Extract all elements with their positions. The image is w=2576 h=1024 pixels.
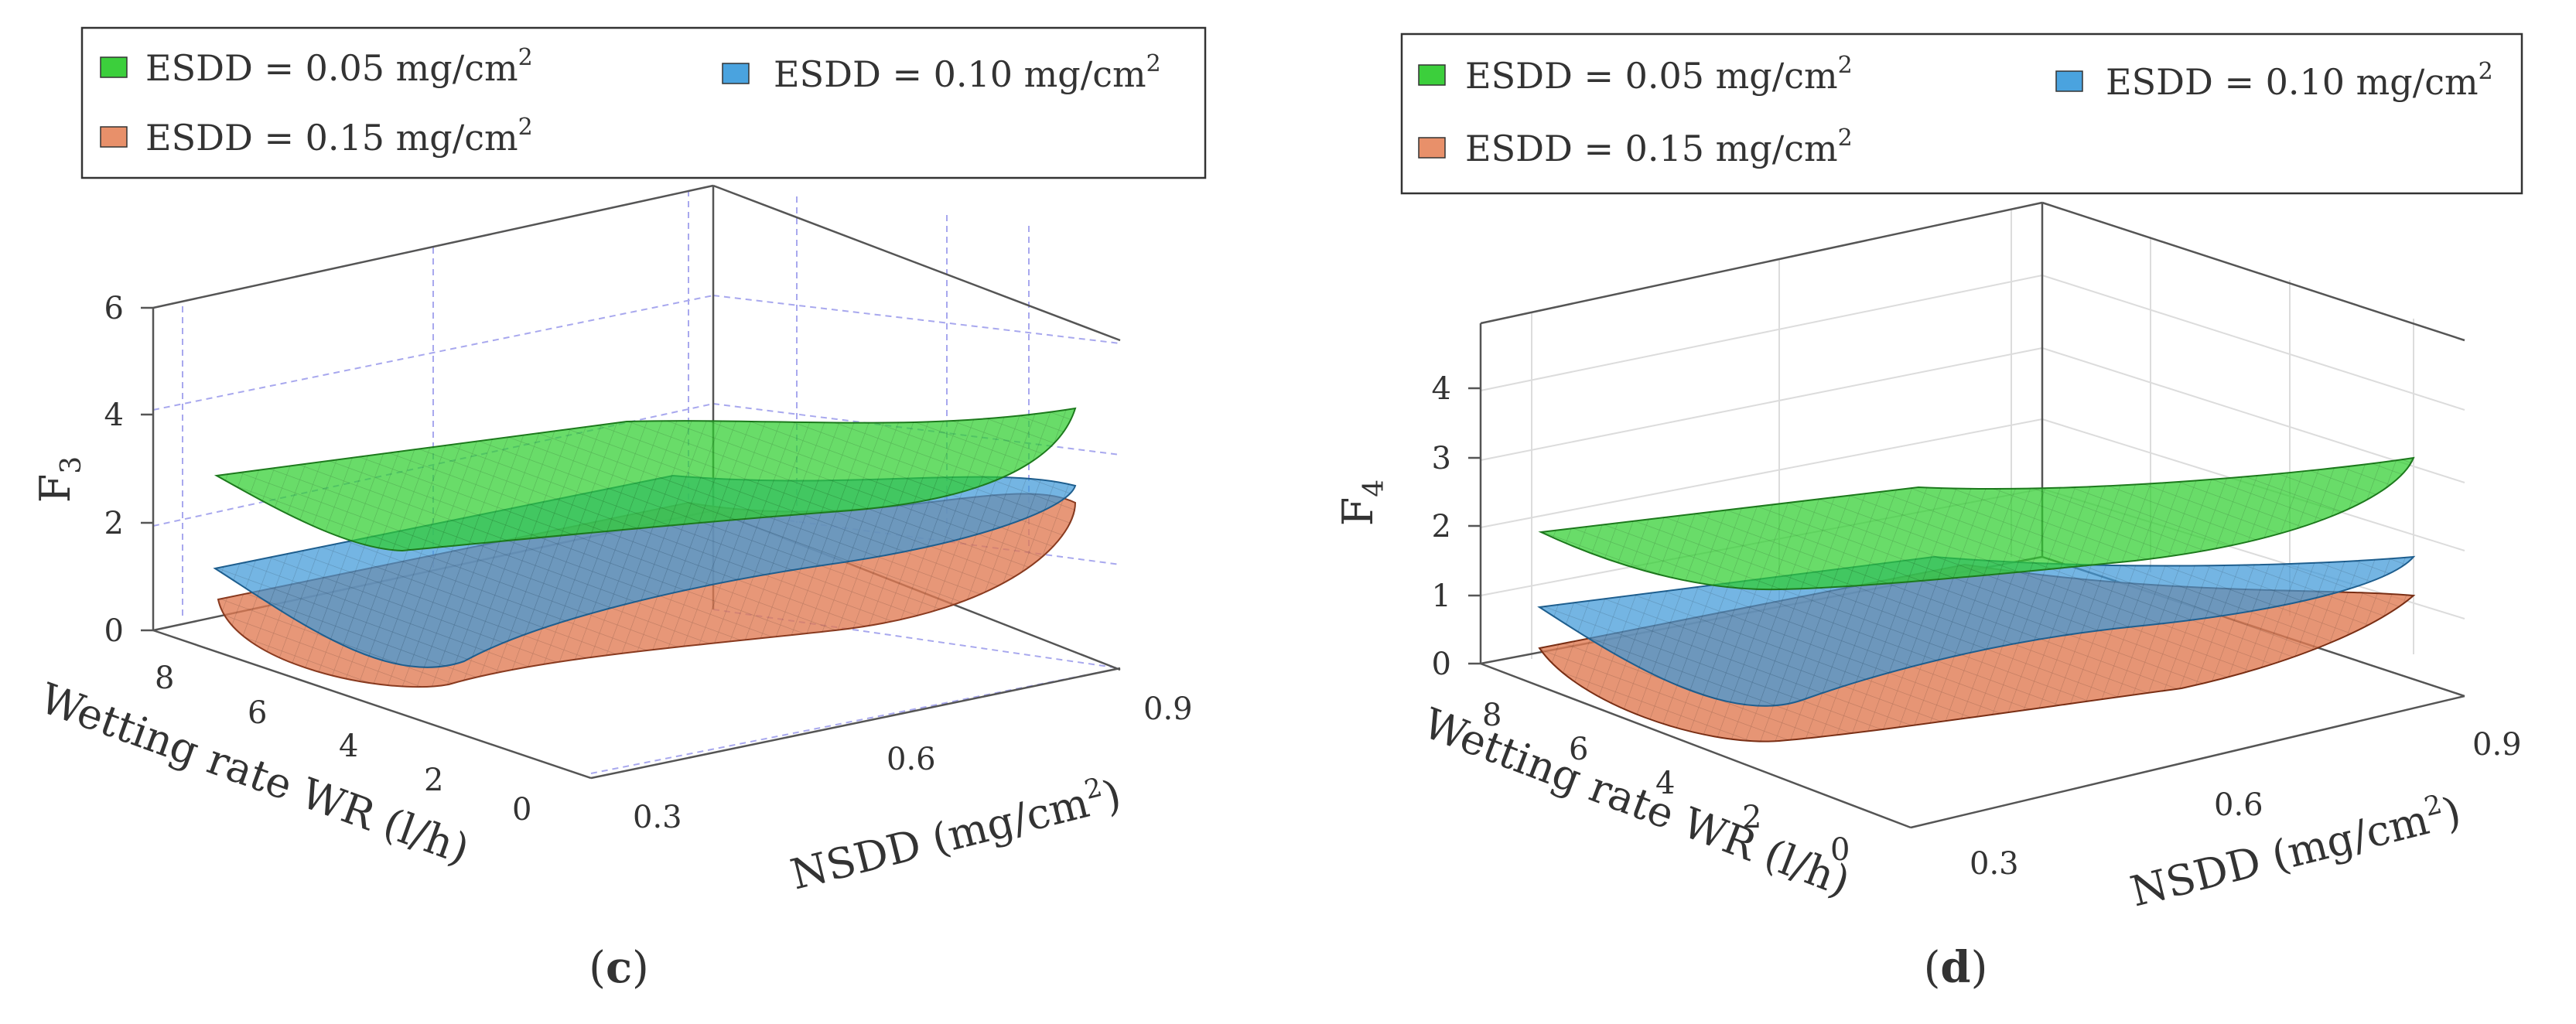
- legend-sup: 2: [2479, 58, 2493, 85]
- legend-entry: ESDD = 0.15 mg/cm2: [1465, 125, 1853, 169]
- legend-swatch: [1418, 137, 1446, 159]
- z-tick: 3: [1432, 441, 1451, 476]
- x-tick: 2: [424, 763, 443, 798]
- panel-c: 6 4 2 0 F3 8 6 4 2 0 Wetting rate WR (l/…: [31, 26, 1207, 993]
- legend-label: ESDD = 0.05 mg/cm: [1465, 55, 1838, 97]
- panel-d-legend: ESDD = 0.05 mg/cm2 ESDD = 0.10 mg/cm2 ES…: [1400, 32, 2523, 195]
- z-tick: 4: [1432, 371, 1451, 407]
- x-tick: 6: [248, 695, 267, 731]
- legend-label: ESDD = 0.05 mg/cm: [145, 47, 518, 89]
- x-tick: 2: [1742, 800, 1761, 835]
- legend-entry: ESDD = 0.15 mg/cm2: [145, 114, 533, 159]
- panel-letter: c: [606, 942, 632, 993]
- legend-swatch: [2055, 70, 2083, 92]
- x-tick: 8: [1482, 698, 1502, 733]
- legend-swatch: [1418, 64, 1446, 86]
- legend-entry: ESDD = 0.05 mg/cm2: [145, 44, 533, 89]
- z-tick: 0: [1432, 647, 1451, 682]
- panel-letter: d: [1940, 942, 1970, 993]
- legend-sup: 2: [518, 44, 533, 71]
- y-tick: 0.9: [1143, 691, 1193, 727]
- legend-label: ESDD = 0.15 mg/cm: [145, 117, 518, 159]
- y-tick: 0.3: [1970, 846, 2019, 882]
- y-tick: 0.3: [633, 800, 682, 835]
- legend-entry: ESDD = 0.10 mg/cm2: [774, 50, 1161, 95]
- panel-label-d: (d): [1924, 942, 1988, 993]
- z-tick: 1: [1432, 579, 1451, 614]
- z-tick: 2: [1432, 509, 1451, 544]
- panel-d-surfaces: [1537, 456, 2416, 742]
- legend-swatch: [100, 126, 128, 148]
- legend-sup: 2: [1838, 52, 1853, 79]
- legend-sup: 2: [1838, 125, 1853, 152]
- legend-entry: ESDD = 0.05 mg/cm2: [1465, 52, 1853, 97]
- z-tick: 0: [104, 613, 124, 649]
- panel-c-z-ticks: [141, 306, 153, 632]
- y-axis-label: NSDD (mg/cm2): [2125, 785, 2465, 916]
- panel-d: 4 3 2 1 0 F4 8 6 4 2 0 Wetting rate WR (…: [1334, 32, 2523, 993]
- surface-esdd-005: [214, 407, 1077, 552]
- x-tick: 6: [1569, 732, 1588, 767]
- z-axis-label: F4: [1334, 480, 1390, 526]
- z-axis-label-sub: 4: [1358, 480, 1390, 497]
- z-tick: 6: [104, 291, 124, 326]
- panel-c-surfaces: [213, 407, 1077, 688]
- legend-swatch: [100, 56, 128, 78]
- y-tick: 0.6: [2214, 787, 2263, 823]
- legend-swatch: [722, 63, 750, 84]
- x-tick: 0: [1830, 832, 1850, 868]
- legend-label: ESDD = 0.15 mg/cm: [1465, 128, 1838, 169]
- legend-label: ESDD = 0.10 mg/cm: [774, 53, 1146, 95]
- y-tick: 0.9: [2472, 727, 2522, 763]
- z-axis-label-base: F: [1334, 497, 1382, 526]
- legend-sup: 2: [518, 114, 533, 141]
- z-tick: 4: [104, 398, 124, 433]
- panel-label-c: (c): [589, 942, 649, 993]
- panel-d-z-ticks: [1468, 387, 1481, 665]
- surface-esdd-010: [1537, 555, 2416, 707]
- legend-label: ESDD = 0.10 mg/cm: [2106, 61, 2479, 103]
- y-tick: 0.6: [887, 742, 936, 777]
- panel-c-legend: ESDD = 0.05 mg/cm2 ESDD = 0.10 mg/cm2 ES…: [80, 26, 1207, 179]
- surface-esdd-005: [1538, 456, 2415, 591]
- legend-sup: 2: [1146, 50, 1161, 77]
- x-tick: 0: [512, 792, 531, 828]
- z-axis-label-base: F: [31, 474, 80, 503]
- y-axis-label-main: NSDD (mg/cm: [786, 778, 1094, 899]
- x-tick: 4: [1655, 766, 1675, 801]
- legend-box: [1400, 32, 2523, 195]
- legend-box: [80, 26, 1207, 179]
- y-axis-label-main: NSDD (mg/cm: [2126, 795, 2434, 916]
- x-tick: 4: [339, 729, 358, 764]
- y-axis-label: NSDD (mg/cm2): [785, 768, 1126, 899]
- x-tick: 8: [155, 660, 174, 696]
- legend-entry: ESDD = 0.10 mg/cm2: [2106, 58, 2493, 103]
- z-tick: 2: [104, 506, 124, 541]
- z-axis-label: F3: [31, 456, 87, 503]
- z-axis-label-sub: 3: [56, 456, 87, 474]
